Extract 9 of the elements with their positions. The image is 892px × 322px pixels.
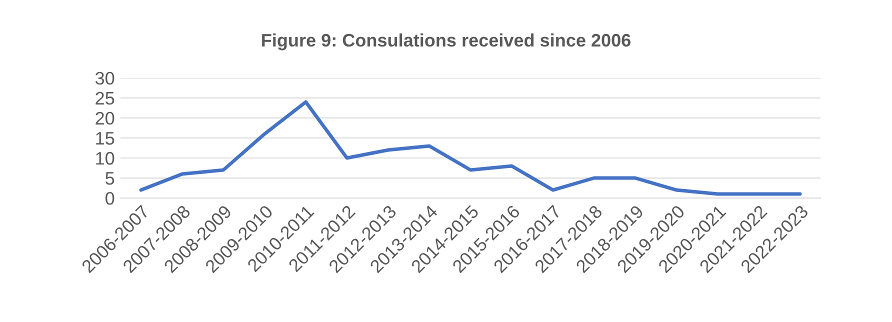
y-tick-label: 15	[96, 132, 114, 145]
y-tick-label: 25	[96, 92, 114, 105]
y-tick-label: 5	[106, 172, 114, 185]
line-series	[139, 100, 802, 196]
y-tick-label: 20	[96, 112, 114, 125]
chart-title: Figure 9: Consulations received since 2006	[262, 33, 631, 50]
y-tick-label: 0	[106, 192, 114, 205]
y-tick-label: 10	[96, 152, 114, 165]
y-tick-label: 30	[95, 72, 114, 85]
